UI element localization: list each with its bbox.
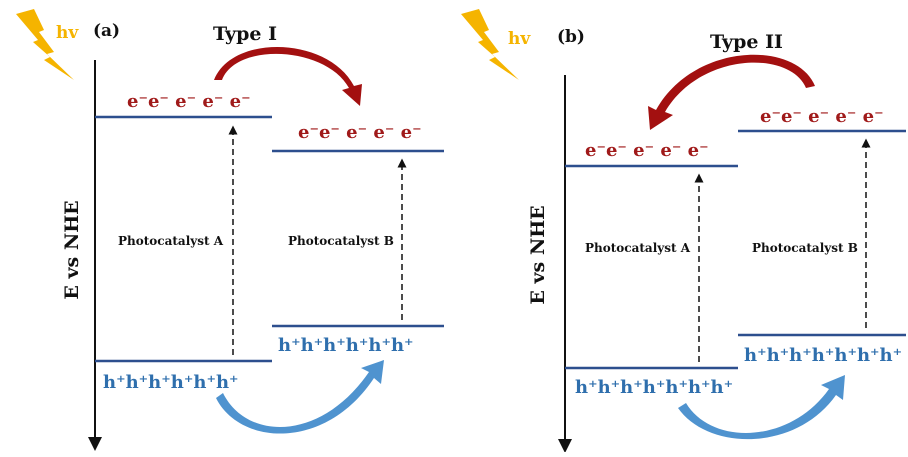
hv-label: hv bbox=[56, 23, 79, 43]
holes-catalyst-a: h⁺h⁺h⁺h⁺h⁺h⁺h⁺ bbox=[575, 377, 733, 398]
holes-catalyst-a: h⁺h⁺h⁺h⁺h⁺h⁺ bbox=[103, 372, 239, 393]
hv-label: hv bbox=[508, 29, 531, 49]
axis-label: E vs NHE bbox=[527, 205, 549, 304]
heterojunction-type-label: Type I bbox=[213, 23, 277, 45]
photocatalyst-b-label: Photocatalyst B bbox=[288, 234, 394, 248]
photocatalyst-a-label: Photocatalyst A bbox=[118, 234, 224, 248]
electrons-catalyst-b: e⁻e⁻ e⁻ e⁻ e⁻ bbox=[760, 106, 884, 127]
electrons-catalyst-a: e⁻e⁻ e⁻ e⁻ e⁻ bbox=[127, 91, 251, 112]
electrons-catalyst-a: e⁻e⁻ e⁻ e⁻ e⁻ bbox=[585, 140, 709, 161]
lightning-icon bbox=[16, 9, 74, 80]
axis-label: E vs NHE bbox=[61, 200, 83, 299]
panel-a: hv (a) Type I E vs NHE e⁻e⁻ e⁻ e⁻ e⁻ e⁻e… bbox=[16, 9, 444, 451]
panel-label: (b) bbox=[557, 27, 585, 47]
electrons-catalyst-b: e⁻e⁻ e⁻ e⁻ e⁻ bbox=[298, 122, 422, 143]
panel-b: hv (b) Type II E vs NHE e⁻e⁻ e⁻ e⁻ e⁻ e⁻… bbox=[461, 9, 906, 453]
photocatalyst-b-label: Photocatalyst B bbox=[752, 241, 858, 255]
photocatalyst-a-label: Photocatalyst A bbox=[585, 241, 691, 255]
holes-catalyst-b: h⁺h⁺h⁺h⁺h⁺h⁺ bbox=[278, 335, 414, 356]
hole-transfer-arrow bbox=[678, 375, 845, 440]
heterojunction-type-label: Type II bbox=[710, 31, 783, 53]
lightning-icon bbox=[461, 9, 519, 80]
hole-transfer-arrow bbox=[216, 360, 384, 434]
electron-transfer-arrow bbox=[214, 46, 362, 106]
holes-catalyst-b: h⁺h⁺h⁺h⁺h⁺h⁺h⁺ bbox=[744, 345, 902, 366]
panel-label: (a) bbox=[93, 21, 120, 41]
